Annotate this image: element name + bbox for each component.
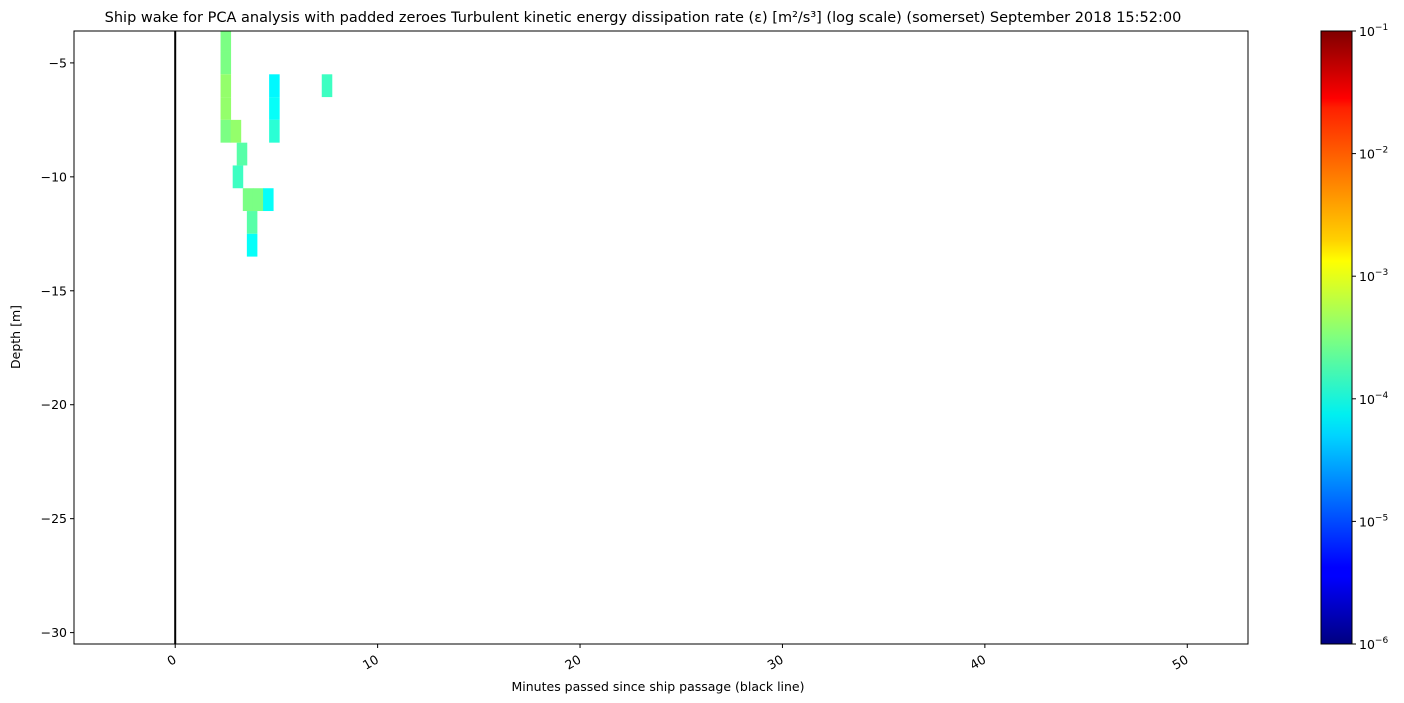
heatmap-cell	[242, 188, 254, 212]
colorbar-tick-label: 10−2	[1359, 146, 1388, 162]
heatmap-cell	[232, 165, 244, 189]
colorbar-tick-label: 10−4	[1359, 391, 1388, 407]
heatmap-cell	[269, 97, 280, 120]
heatmap-cell	[269, 119, 280, 143]
plot-frame	[73, 30, 1249, 645]
x-axis-label: Minutes passed since ship passage (black…	[512, 679, 805, 694]
y-tick-label: −20	[41, 397, 67, 412]
x-tick-label: 30	[765, 652, 786, 673]
y-tick-label: −15	[41, 283, 67, 298]
heatmap-cell	[220, 51, 232, 75]
colorbar-tick-label: 10−5	[1359, 513, 1388, 529]
y-tick-label: −5	[49, 55, 67, 70]
y-tick-label: −25	[41, 511, 67, 526]
heatmap-cells	[220, 31, 333, 257]
x-tick-label: 10	[360, 652, 381, 673]
colorbar-axis: 10−6 10−5 10−4 10−3 10−2 10−1	[1352, 23, 1388, 652]
heatmap-cell	[220, 31, 232, 52]
heatmap-cell	[220, 119, 232, 143]
y-tick-label: −30	[41, 625, 67, 640]
heatmap-cell	[220, 97, 232, 120]
x-tick-label: 50	[1170, 652, 1191, 673]
heatmap-cell	[236, 142, 248, 166]
x-tick-label: 20	[562, 652, 583, 673]
colorbar-tick-label: 10−1	[1359, 23, 1388, 39]
y-axis: −5 −10 −15 −20 −25 −30	[41, 55, 74, 640]
heatmap-cell	[220, 74, 232, 98]
y-axis-label: Depth [m]	[8, 305, 23, 369]
heatmap-cell	[269, 74, 280, 98]
chart-title: Ship wake for PCA analysis with padded z…	[105, 10, 1182, 26]
heatmap-cell	[230, 119, 242, 143]
y-tick-label: −10	[41, 169, 67, 184]
colorbar-tick-label: 10−3	[1359, 268, 1388, 284]
x-tick-label: 40	[967, 652, 988, 673]
heatmap-cell	[321, 74, 333, 98]
x-axis: 0 10 20 30 40 50	[164, 644, 1191, 673]
colorbar	[1320, 30, 1353, 645]
heatmap-cell	[252, 188, 264, 212]
colorbar-tick-label: 10−6	[1359, 636, 1388, 652]
x-tick-label: 0	[164, 652, 178, 669]
heatmap-cell	[263, 188, 274, 212]
heatmap-cell	[246, 233, 258, 257]
heatmap-cell	[246, 211, 258, 234]
